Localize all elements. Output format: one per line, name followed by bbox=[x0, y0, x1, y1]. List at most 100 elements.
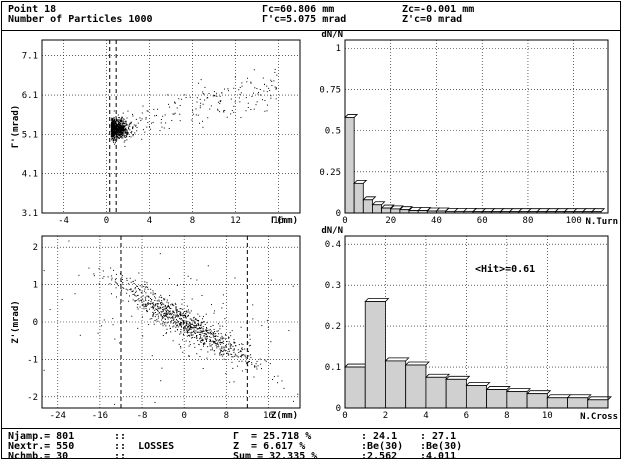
scatter-point bbox=[247, 77, 249, 79]
scatter-point bbox=[122, 126, 124, 128]
scatter-point bbox=[152, 292, 154, 294]
scatter-point bbox=[213, 341, 215, 343]
scatter-point bbox=[124, 130, 126, 132]
scatter-point bbox=[194, 319, 196, 321]
scatter-point bbox=[116, 136, 118, 138]
scatter-point bbox=[118, 129, 120, 131]
x-tick-label: 0 bbox=[181, 411, 186, 421]
scatter-point bbox=[118, 117, 120, 119]
scatter-point bbox=[221, 338, 223, 340]
scatter-point bbox=[114, 131, 116, 133]
scatter-point bbox=[179, 120, 181, 122]
scatter-point bbox=[149, 318, 151, 320]
scatter-point bbox=[112, 128, 114, 130]
scatter-point bbox=[215, 340, 217, 342]
scatter-point bbox=[204, 99, 206, 101]
scatter-point bbox=[125, 288, 127, 290]
scatter-point bbox=[165, 306, 167, 308]
scatter-point bbox=[112, 118, 114, 120]
scatter-point bbox=[165, 310, 167, 312]
histogram-bar bbox=[372, 204, 382, 214]
scatter-point bbox=[189, 318, 191, 320]
scatter-point bbox=[215, 92, 217, 94]
scatter-point bbox=[121, 130, 123, 132]
scatter-point bbox=[178, 320, 180, 322]
scatter-point bbox=[111, 139, 113, 141]
footer-losses: :: LOSSES bbox=[114, 441, 175, 452]
scatter-point bbox=[171, 312, 173, 314]
x-tick-label: 20 bbox=[385, 216, 396, 226]
histogram-bar bbox=[445, 378, 467, 409]
scatter-point bbox=[177, 329, 179, 331]
scatter-point bbox=[219, 353, 221, 355]
scatter-point bbox=[207, 346, 209, 348]
scatter-point bbox=[175, 316, 177, 318]
footer-nextr: Nextr.= 550 bbox=[8, 441, 75, 452]
scatter-point bbox=[111, 125, 113, 127]
scatter-point bbox=[159, 303, 161, 305]
scatter-point bbox=[122, 122, 124, 124]
scatter-point bbox=[181, 318, 183, 320]
scatter-point bbox=[175, 322, 177, 324]
scatter-point bbox=[150, 292, 152, 294]
scatter-point bbox=[166, 305, 168, 307]
scatter-point bbox=[162, 317, 164, 319]
scatter-point bbox=[180, 308, 182, 310]
scatter-point bbox=[225, 333, 227, 335]
scatter-point bbox=[173, 311, 175, 313]
scatter-point bbox=[120, 131, 122, 133]
scatter-point bbox=[152, 303, 154, 305]
scatter-point bbox=[196, 324, 198, 326]
footer-z-loss: Z = 6.617 % bbox=[233, 441, 306, 452]
scatter-point bbox=[113, 130, 115, 132]
scatter-point bbox=[113, 127, 115, 129]
scatter-point bbox=[217, 330, 219, 332]
scatter-point bbox=[266, 319, 268, 321]
scatter-point bbox=[140, 299, 142, 301]
scatter-point bbox=[115, 278, 117, 280]
scatter-point bbox=[189, 96, 191, 98]
scatter-point bbox=[127, 126, 129, 128]
scatter-point bbox=[254, 87, 256, 89]
scatter-point bbox=[170, 313, 172, 315]
scatter-point bbox=[206, 327, 208, 329]
scatter-point bbox=[169, 295, 171, 297]
scatter-point bbox=[187, 331, 189, 333]
scatter-point bbox=[113, 128, 115, 130]
scatter-point bbox=[259, 94, 261, 96]
scatter-point bbox=[132, 128, 134, 130]
scatter-point bbox=[115, 127, 117, 129]
scatter-point bbox=[145, 286, 147, 288]
scatter-point bbox=[242, 349, 244, 351]
scatter-point bbox=[115, 273, 117, 275]
scatter-point bbox=[196, 319, 198, 321]
scatter-point bbox=[115, 124, 117, 126]
scatter-point bbox=[153, 306, 155, 308]
scatter-point bbox=[167, 318, 169, 320]
x-tick-label: 4 bbox=[147, 216, 152, 226]
scatter-point bbox=[168, 128, 170, 130]
scatter-point bbox=[224, 109, 226, 111]
scatter-point bbox=[146, 304, 148, 306]
scatter-point bbox=[162, 323, 164, 325]
scatter-point bbox=[119, 134, 121, 136]
scatter-point bbox=[164, 323, 166, 325]
particles-label: Number of Particles 1000 bbox=[8, 14, 153, 25]
y-tick-label: -2 bbox=[27, 393, 38, 403]
scatter-point bbox=[165, 310, 167, 312]
scatter-point bbox=[111, 136, 113, 138]
scatter-point bbox=[185, 317, 187, 319]
scatter-point bbox=[142, 305, 144, 307]
scatter-point bbox=[268, 87, 270, 89]
scatter-point bbox=[223, 349, 225, 351]
scatter-point bbox=[115, 128, 117, 130]
scatter-point bbox=[126, 124, 128, 126]
scatter-point bbox=[199, 336, 201, 338]
scatter-point bbox=[163, 298, 165, 300]
scatter-point bbox=[175, 307, 177, 309]
scatter-point bbox=[152, 121, 154, 123]
scatter-point bbox=[151, 318, 153, 320]
scatter-point bbox=[188, 331, 190, 333]
scatter-point bbox=[120, 133, 122, 135]
scatter-point bbox=[157, 317, 159, 319]
